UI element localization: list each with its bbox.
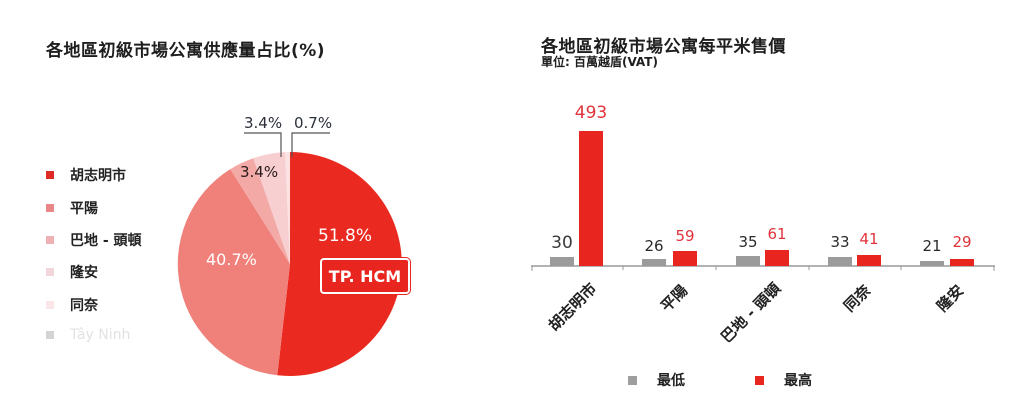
legend-item-ba-ria: 巴地 - 頭頓: [46, 230, 142, 250]
bar-min-ba-ria: [736, 256, 760, 266]
value-max-dong-nai: 41: [859, 230, 879, 248]
legend-swatch-icon: [46, 204, 54, 212]
bar-max-dong-nai: [857, 255, 881, 266]
pie-slice-long-an: [253, 152, 290, 264]
pie-label-ba-ria: 3.4%: [240, 163, 279, 181]
bar-min-dong-nai: [828, 257, 852, 266]
legend-item-max: 最高: [755, 370, 812, 390]
bar-chart-subtitle: 單位: 百萬越盾(VAT): [541, 55, 658, 69]
pie-chart-title: 各地區初級市場公寓供應量占比(%): [46, 41, 326, 61]
pie-label-hcm: 51.8%: [318, 226, 373, 246]
value-min-ba-ria: 35: [738, 233, 758, 251]
legend-label: 胡志明市: [70, 168, 126, 184]
legend-item-tay-ninh: Tây Ninh: [46, 327, 130, 343]
bar-max-ba-ria: [765, 250, 789, 266]
legend-swatch-icon: [46, 236, 54, 244]
legend-label: 隆安: [70, 265, 98, 281]
legend-item-dong-nai: 同奈: [46, 295, 98, 315]
pie-label-long-an: 3.4%: [244, 114, 283, 132]
legend-swatch-icon: [46, 331, 54, 339]
value-max-long-an: 29: [952, 233, 972, 251]
legend-label: 最低: [657, 373, 685, 389]
pie-slice-dong-nai: [285, 151, 290, 264]
pie-slice-ba-ria: [230, 158, 290, 264]
legend-item-hcm: 胡志明市: [46, 165, 126, 185]
value-min-binh-duong: 26: [644, 237, 664, 255]
legend-item-min: 最低: [628, 370, 685, 390]
pie-label-dong-nai: 0.7%: [294, 114, 333, 132]
value-min-hcm: 30: [551, 233, 573, 253]
pie-label-binh-duong: 40.7%: [206, 250, 257, 269]
legend-item-binh-duong: 平陽: [46, 198, 98, 218]
legend-swatch-icon: [628, 375, 637, 385]
bar-min-hcm: [550, 257, 574, 266]
value-max-hcm: 493: [574, 103, 608, 123]
legend-label: 巴地 - 頭頓: [70, 233, 142, 249]
bar-min-long-an: [920, 261, 944, 266]
hcm-callout-badge: TP. HCM: [320, 258, 410, 294]
legend-label: 最高: [784, 373, 812, 389]
legend-swatch-icon: [46, 301, 54, 309]
value-min-dong-nai: 33: [830, 233, 850, 251]
legend-swatch-icon: [46, 171, 54, 179]
legend-swatch-icon: [755, 375, 764, 385]
legend-label: 平陽: [70, 201, 98, 217]
legend-swatch-icon: [46, 268, 54, 276]
legend-label: Tây Ninh: [70, 327, 131, 343]
bar-max-long-an: [950, 259, 974, 266]
bar-chart-title: 各地區初級市場公寓每平米售價: [541, 37, 786, 57]
bar-max-hcm: [579, 131, 603, 266]
legend-label: 同奈: [70, 298, 98, 314]
value-max-ba-ria: 61: [767, 225, 787, 243]
value-max-binh-duong: 59: [675, 227, 695, 245]
bar-min-binh-duong: [642, 259, 666, 266]
legend-item-long-an: 隆安: [46, 262, 98, 282]
pie-slice-binh-duong: [177, 169, 290, 376]
value-min-long-an: 21: [922, 237, 942, 255]
bar-max-binh-duong: [673, 251, 697, 266]
